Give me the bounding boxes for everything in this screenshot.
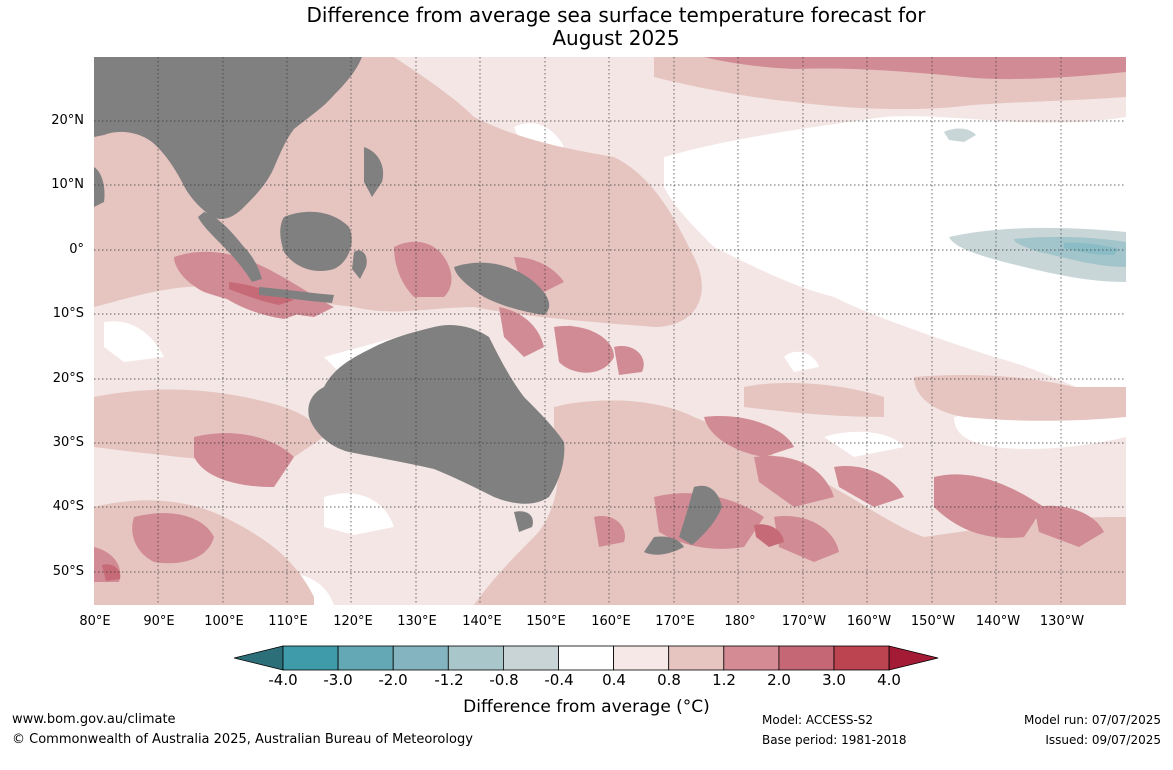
colorbar-graphic [233,645,939,671]
colorbar-segment [392,645,449,671]
land-masses [94,57,722,555]
latitude-label-40s: 40°S [52,499,84,514]
latitude-label-30s: 30°S [52,435,84,450]
colorbar-tick-label: -0.8 [489,671,519,689]
map-title: Difference from average sea surface temp… [0,4,1173,50]
colorbar-tick-label: 2.0 [767,671,791,689]
longitude-label-140e: 140°E [462,614,502,629]
issued-date: Issued: 09/07/2025 [1045,733,1161,747]
java-island [259,287,334,303]
sri-lanka-island [94,167,105,207]
colorbar-segment [613,645,670,671]
colorbar-tick-label: -2.0 [378,671,408,689]
new-zealand-north-island [679,485,722,545]
latitude-label-20n: 20°N [51,113,84,128]
asia-mainland [94,57,362,219]
colorbar-segment [558,645,614,671]
model-run-date: Model run: 07/07/2025 [1023,713,1161,727]
longitude-label-140w: 140°W [975,614,1021,629]
philippines-island [364,147,384,197]
map-canvas [94,57,1126,605]
latitude-label-20s: 20°S [52,371,84,386]
colorbar-tick-label: -1.2 [434,671,464,689]
longitude-label-120e: 120°E [333,614,373,629]
borneo-island [280,211,352,272]
tasmania-island [514,511,533,532]
longitude-label-150e: 150°E [526,614,566,629]
colorbar-segment [502,645,559,671]
longitude-label-160e: 160°E [591,614,631,629]
latitude-label-10s: 10°S [52,306,84,321]
colorbar-tick-label: -4.0 [268,671,298,689]
model-name: Model: ACCESS-S2 [762,713,874,727]
longitude-label-100e: 100°E [204,614,244,629]
cool-anomaly-areas [944,128,1126,282]
longitude-label-80e: 80°E [79,614,111,629]
map-graticule [94,57,1126,605]
latitude-label-10n: 10°N [51,177,84,192]
australia-landmass [308,325,565,504]
colorbar-tick-label: 4.0 [877,671,901,689]
latitude-label-0: 0° [69,242,84,257]
colorbar-tick-label: 3.0 [822,671,846,689]
map-title-line-2: August 2025 [552,26,680,50]
map-title-line-1: Difference from average sea surface temp… [306,3,926,27]
new-guinea-island [454,262,550,315]
colorbar-low-arrow [233,645,284,671]
colorbar-segment [668,645,725,671]
colorbar-segment [833,645,890,671]
website-link[interactable]: www.bom.gov.au/climate [12,712,176,727]
colorbar [233,645,939,671]
longitude-label-170w: 170°W [781,614,827,629]
longitude-label-130w: 130°W [1039,614,1085,629]
sst-anomaly-map [94,57,1126,605]
colorbar-segment [447,645,504,671]
latitude-label-50s: 50°S [52,564,84,579]
colorbar-label: Difference from average (°C) [463,697,710,717]
sumatra-island [198,212,262,282]
sulawesi-island [352,250,367,279]
colorbar-tick-label: -0.4 [544,671,574,689]
longitude-label-130e: 130°E [397,614,437,629]
colorbar-segment [723,645,780,671]
colorbar-high-arrow [888,645,939,671]
colorbar-tick-label: 1.2 [712,671,736,689]
base-period: Base period: 1981-2018 [762,733,907,747]
longitude-label-180: 180° [724,614,756,629]
copyright-notice: © Commonwealth of Australia 2025, Austra… [12,732,473,747]
colorbar-segment [778,645,835,671]
colorbar-tick-label: 0.4 [602,671,626,689]
colorbar-segment [282,645,339,671]
colorbar-segment [337,645,394,671]
longitude-label-150w: 150°W [910,614,956,629]
colorbar-tick-label: -3.0 [323,671,353,689]
colorbar-tick-label: 0.8 [657,671,681,689]
longitude-label-110e: 110°E [268,614,308,629]
longitude-label-160w: 160°W [846,614,892,629]
longitude-label-170e: 170°E [655,614,695,629]
longitude-label-90e: 90°E [143,614,175,629]
